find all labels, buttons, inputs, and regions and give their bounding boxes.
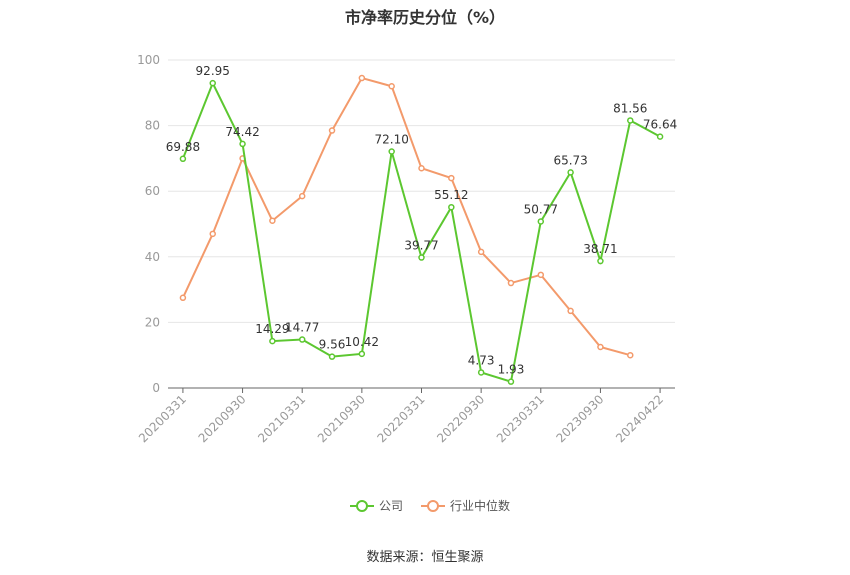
data-label: 39.77 (404, 239, 438, 253)
data-label: 55.12 (434, 188, 468, 202)
data-label: 14.77 (285, 321, 319, 335)
data-label: 92.95 (196, 64, 230, 78)
legend-label-1: 行业中位数 (450, 498, 510, 513)
data-point (537, 218, 545, 225)
data-point (328, 127, 336, 134)
data-point (597, 343, 604, 351)
data-point (358, 74, 366, 82)
y-tick-label: 20 (145, 315, 160, 329)
legend-marker-0 (356, 500, 368, 512)
y-tick-label: 40 (145, 250, 160, 264)
data-point (388, 148, 395, 155)
series-line-1 (182, 76, 631, 357)
data-point (328, 353, 336, 360)
data-point (477, 248, 485, 256)
x-tick-label: 20220331 (375, 392, 428, 445)
x-tick-label: 20220930 (434, 392, 487, 445)
x-tick-label: 20240422 (613, 392, 666, 445)
data-point (507, 378, 515, 385)
data-point (269, 337, 276, 345)
y-tick-label: 80 (145, 119, 160, 133)
data-label: 1.93 (498, 363, 525, 377)
data-label: 72.10 (374, 133, 408, 147)
data-point (298, 336, 306, 343)
data-point (477, 369, 485, 376)
data-label: 74.42 (225, 125, 259, 139)
data-point (418, 164, 425, 172)
data-source: 数据来源：恒生聚源 (366, 550, 484, 565)
data-point (627, 351, 634, 359)
y-tick-label: 0 (152, 381, 160, 395)
x-tick-label: 20200331 (136, 392, 189, 445)
legend-marker-1 (427, 500, 439, 512)
data-point (656, 133, 664, 140)
x-tick-label: 20230930 (553, 392, 606, 445)
data-label: 76.64 (643, 118, 677, 132)
data-label: 9.56 (319, 338, 346, 352)
data-point (179, 294, 187, 302)
data-point (298, 192, 306, 200)
data-label: 10.42 (345, 335, 379, 349)
data-point (448, 203, 455, 211)
data-point (597, 257, 604, 265)
data-label: 81.56 (613, 101, 647, 115)
data-point (537, 271, 545, 279)
legend-label-0: 公司 (379, 499, 403, 513)
data-label: 14.29 (255, 322, 289, 336)
data-label: 50.77 (524, 202, 558, 216)
data-point (627, 117, 634, 124)
data-point (507, 279, 515, 287)
data-point (209, 230, 216, 238)
x-tick-label: 20210930 (315, 392, 368, 445)
data-point (388, 82, 395, 90)
chart-title: 市净率历史分位（%） (344, 8, 506, 27)
data-point (358, 350, 366, 358)
data-point (448, 174, 455, 182)
data-label: 4.73 (468, 353, 495, 367)
x-tick-label: 20200930 (196, 392, 249, 445)
data-point (209, 79, 216, 87)
data-point (567, 169, 574, 176)
y-tick-label: 100 (137, 53, 160, 67)
x-tick-label: 20230331 (494, 392, 547, 445)
data-point (567, 307, 574, 315)
data-point (269, 217, 276, 224)
y-tick-label: 60 (145, 184, 160, 198)
data-label: 38.71 (583, 242, 617, 256)
data-label: 69.88 (166, 140, 200, 154)
data-label: 65.73 (553, 153, 587, 167)
data-point (179, 155, 187, 163)
x-tick-label: 20210331 (255, 392, 308, 445)
data-point (239, 140, 246, 148)
data-point (418, 254, 425, 261)
